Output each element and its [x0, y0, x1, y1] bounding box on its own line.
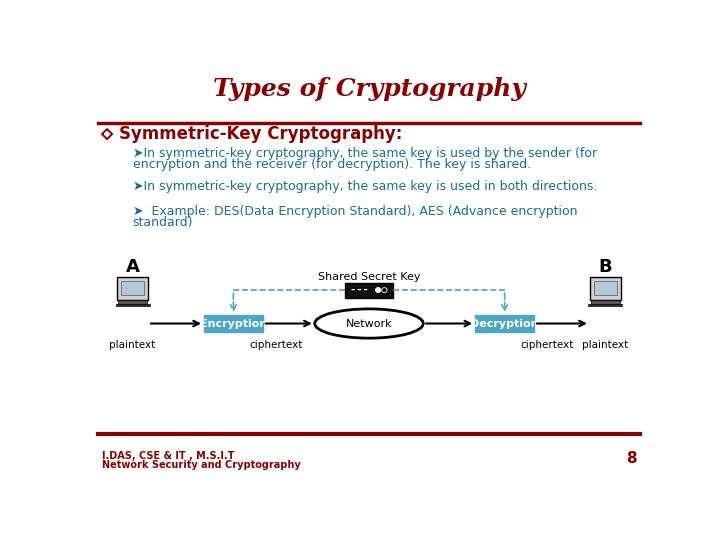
Text: plaintext: plaintext — [109, 340, 156, 350]
Text: Network: Network — [346, 319, 392, 328]
Text: --- ●○: --- ●○ — [350, 286, 388, 295]
Text: standard): standard) — [132, 216, 193, 229]
FancyBboxPatch shape — [345, 283, 393, 298]
Polygon shape — [102, 129, 112, 139]
Text: Types of Cryptography: Types of Cryptography — [212, 77, 526, 102]
FancyBboxPatch shape — [590, 276, 621, 300]
Text: plaintext: plaintext — [582, 340, 629, 350]
Text: ➤In symmetric-key cryptography, the same key is used by the sender (for: ➤In symmetric-key cryptography, the same… — [132, 147, 597, 160]
Text: ➤  Example: DES(Data Encryption Standard), AES (Advance encryption: ➤ Example: DES(Data Encryption Standard)… — [132, 205, 577, 218]
Text: Encryption: Encryption — [199, 319, 267, 328]
FancyBboxPatch shape — [116, 303, 150, 306]
FancyBboxPatch shape — [118, 300, 148, 303]
FancyBboxPatch shape — [590, 300, 620, 303]
Text: ciphertext: ciphertext — [521, 340, 574, 350]
Text: Decryption: Decryption — [470, 319, 539, 328]
Text: Shared Secret Key: Shared Secret Key — [318, 272, 420, 281]
Text: Symmetric-Key Cryptography:: Symmetric-Key Cryptography: — [120, 125, 402, 143]
FancyBboxPatch shape — [475, 315, 534, 332]
Text: A: A — [126, 258, 140, 275]
Text: ciphertext: ciphertext — [249, 340, 302, 350]
FancyBboxPatch shape — [204, 315, 263, 332]
Polygon shape — [104, 131, 109, 137]
FancyBboxPatch shape — [122, 281, 144, 295]
Text: ➤In symmetric-key cryptography, the same key is used in both directions.: ➤In symmetric-key cryptography, the same… — [132, 180, 597, 193]
Text: I.DAS, CSE & IT , M.S.I.T: I.DAS, CSE & IT , M.S.I.T — [102, 451, 234, 461]
FancyBboxPatch shape — [594, 281, 616, 295]
Text: Network Security and Cryptography: Network Security and Cryptography — [102, 460, 300, 470]
Text: B: B — [598, 258, 612, 275]
Text: encryption and the receiver (for decryption). The key is shared.: encryption and the receiver (for decrypt… — [132, 158, 531, 171]
FancyBboxPatch shape — [117, 276, 148, 300]
Text: 8: 8 — [626, 451, 636, 467]
Ellipse shape — [315, 309, 423, 338]
FancyBboxPatch shape — [588, 303, 622, 306]
